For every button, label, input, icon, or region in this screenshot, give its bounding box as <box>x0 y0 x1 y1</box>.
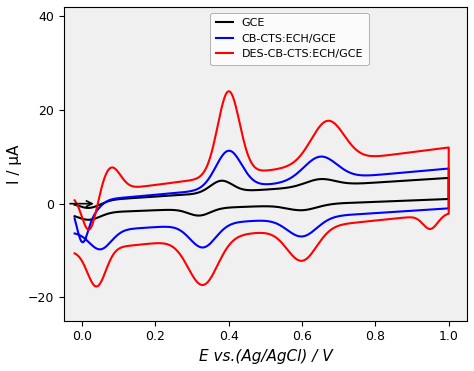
CB-CTS:ECH/GCE <box>97 247 103 252</box>
Legend: GCE, CB-CTS:ECH/GCE, DES-CB-CTS:ECH/GCE: GCE, CB-CTS:ECH/GCE, DES-CB-CTS:ECH/GCE <box>210 13 368 65</box>
CB-CTS:ECH/GCE <box>252 219 257 223</box>
DES-CB-CTS:ECH/GCE <box>236 234 242 239</box>
CB-CTS:ECH/GCE <box>72 216 77 221</box>
GCE <box>378 199 384 204</box>
DES-CB-CTS:ECH/GCE <box>306 255 311 259</box>
GCE <box>72 214 77 219</box>
GCE <box>264 187 270 192</box>
DES-CB-CTS:ECH/GCE <box>375 154 381 158</box>
CB-CTS:ECH/GCE <box>72 231 77 236</box>
DES-CB-CTS:ECH/GCE <box>93 284 99 289</box>
CB-CTS:ECH/GCE <box>343 213 348 217</box>
DES-CB-CTS:ECH/GCE <box>402 151 408 155</box>
GCE <box>255 204 261 209</box>
GCE <box>85 217 91 222</box>
DES-CB-CTS:ECH/GCE <box>72 198 77 203</box>
DES-CB-CTS:ECH/GCE <box>222 248 228 253</box>
DES-CB-CTS:ECH/GCE <box>148 183 154 188</box>
GCE <box>411 178 417 183</box>
CB-CTS:ECH/GCE <box>227 148 232 153</box>
CB-CTS:ECH/GCE <box>365 211 371 216</box>
Y-axis label: I / μA: I / μA <box>7 144 22 184</box>
GCE <box>446 176 452 180</box>
DES-CB-CTS:ECH/GCE <box>226 89 232 93</box>
Line: GCE: GCE <box>74 178 449 220</box>
GCE <box>72 203 77 207</box>
X-axis label: E vs.(Ag/AgCl) / V: E vs.(Ag/AgCl) / V <box>199 349 332 364</box>
Line: CB-CTS:ECH/GCE: CB-CTS:ECH/GCE <box>74 151 449 249</box>
CB-CTS:ECH/GCE <box>385 210 391 214</box>
CB-CTS:ECH/GCE <box>118 196 123 200</box>
DES-CB-CTS:ECH/GCE <box>72 251 77 256</box>
CB-CTS:ECH/GCE <box>175 227 181 231</box>
Line: DES-CB-CTS:ECH/GCE: DES-CB-CTS:ECH/GCE <box>74 91 449 286</box>
GCE <box>319 204 325 208</box>
GCE <box>204 186 210 190</box>
